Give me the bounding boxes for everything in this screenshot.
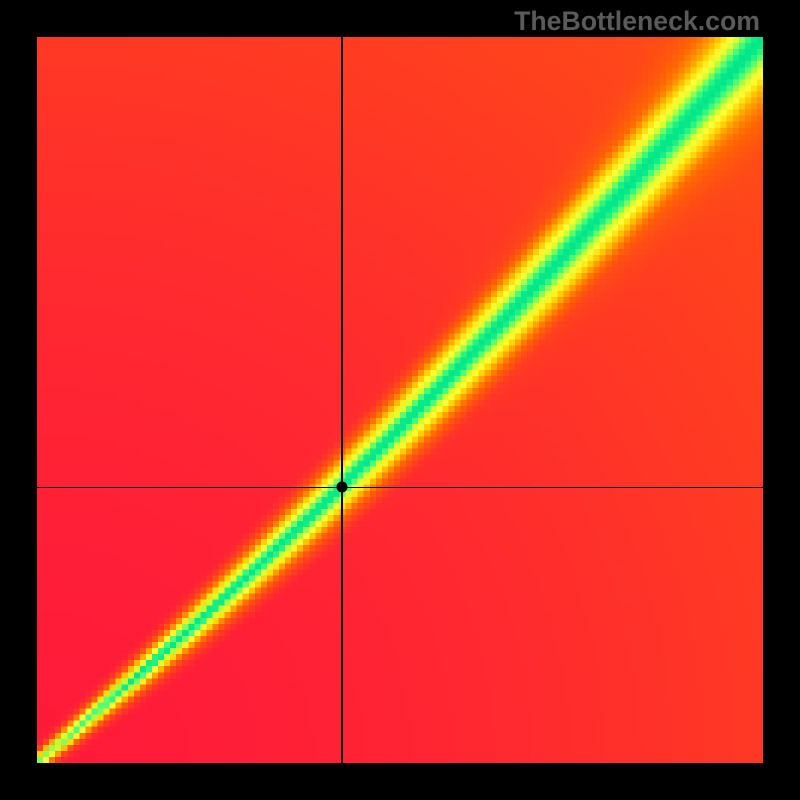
crosshair-horizontal [37, 487, 763, 488]
crosshair-vertical [341, 37, 342, 763]
plot-area [37, 37, 763, 763]
bottleneck-marker-dot [336, 482, 347, 493]
bottleneck-heatmap [37, 37, 763, 763]
watermark-text: TheBottleneck.com [514, 6, 760, 37]
chart-frame: TheBottleneck.com [0, 0, 800, 800]
